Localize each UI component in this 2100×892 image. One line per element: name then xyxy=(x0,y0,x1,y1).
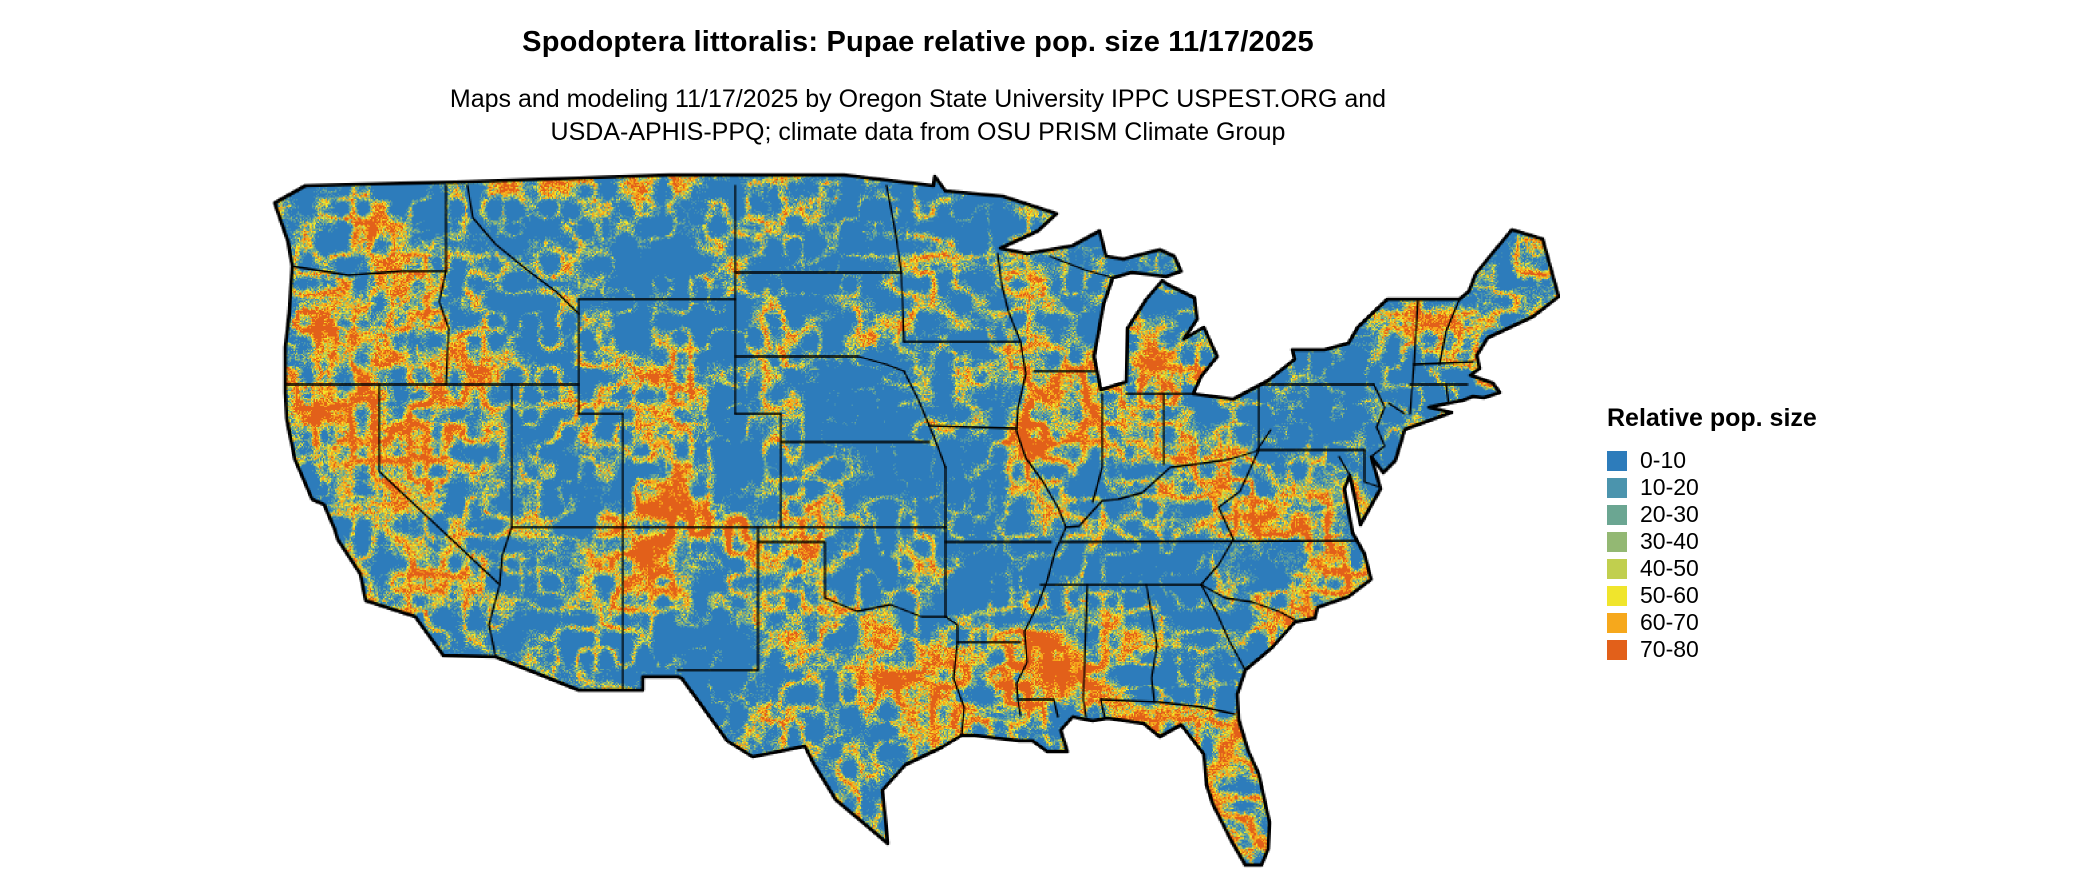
legend-swatch xyxy=(1607,531,1627,552)
us-map-canvas xyxy=(268,171,1560,885)
legend-item-label: 50-60 xyxy=(1640,582,1699,608)
map-legend: Relative pop. size 0-10 10-20 20-30 30-4… xyxy=(1607,404,1817,663)
legend-title: Relative pop. size xyxy=(1607,404,1817,432)
legend-item: 70-80 xyxy=(1607,636,1817,663)
legend-item: 0-10 xyxy=(1607,447,1817,474)
legend-item: 10-20 xyxy=(1607,474,1817,501)
legend-item: 20-30 xyxy=(1607,501,1817,528)
legend-item-label: 20-30 xyxy=(1640,501,1699,527)
legend-items: 0-10 10-20 20-30 30-40 40-50 50-60 xyxy=(1607,447,1817,663)
legend-swatch xyxy=(1607,477,1627,498)
map-title: Spodoptera littoralis: Pupae relative po… xyxy=(522,26,1314,58)
legend-item-label: 10-20 xyxy=(1640,474,1699,500)
legend-swatch xyxy=(1607,585,1627,606)
legend-item-label: 40-50 xyxy=(1640,555,1699,581)
legend-item-label: 30-40 xyxy=(1640,528,1699,554)
map-subtitle-line1: Maps and modeling 11/17/2025 by Oregon S… xyxy=(449,85,1387,113)
legend-item: 30-40 xyxy=(1607,528,1817,555)
legend-swatch xyxy=(1607,504,1627,525)
legend-item: 40-50 xyxy=(1607,555,1817,582)
legend-swatch xyxy=(1607,450,1627,471)
legend-swatch xyxy=(1607,639,1627,660)
legend-item: 60-70 xyxy=(1607,609,1817,636)
header: Spodoptera littoralis: Pupae relative po… xyxy=(0,26,1836,149)
legend-item-label: 60-70 xyxy=(1640,609,1699,635)
map-subtitle-line2: USDA-APHIS-PPQ; climate data from OSU PR… xyxy=(550,118,1286,146)
legend-swatch xyxy=(1607,558,1627,579)
legend-swatch xyxy=(1607,612,1627,633)
legend-item-label: 0-10 xyxy=(1640,447,1687,473)
legend-item: 50-60 xyxy=(1607,582,1817,609)
us-map xyxy=(268,171,1560,885)
legend-item-label: 70-80 xyxy=(1640,636,1699,662)
